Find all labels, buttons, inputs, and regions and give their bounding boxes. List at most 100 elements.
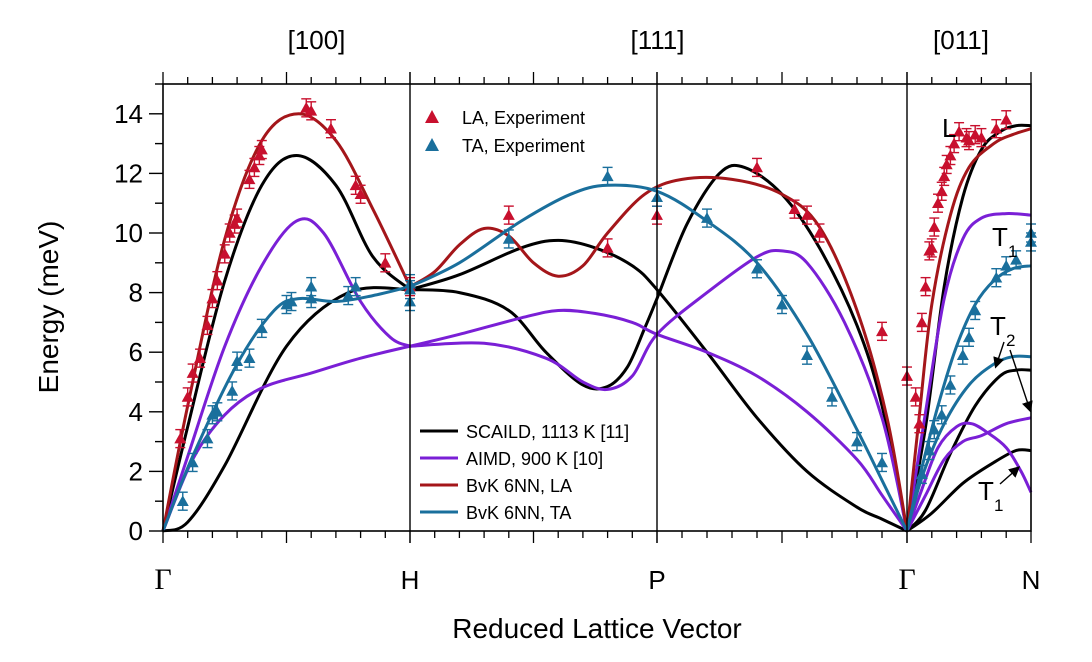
ta-point-13 <box>342 289 355 301</box>
series-1-branch-5 <box>905 416 1032 532</box>
series-0-branch-6 <box>906 448 1032 533</box>
la-point-20 <box>379 256 392 268</box>
ta-point-4 <box>211 405 224 417</box>
legend-exp-label-0: LA, Experiment <box>462 108 585 128</box>
ta-point-1 <box>186 456 199 468</box>
direction-label-2: [011] <box>933 25 989 55</box>
ta-point-35 <box>969 304 982 316</box>
la-point-42 <box>944 149 957 161</box>
la-point-37 <box>928 221 941 232</box>
la-point-7 <box>218 247 231 259</box>
branch-annotation-0: L <box>942 113 956 143</box>
la-point-14 <box>255 143 268 155</box>
la-point-22 <box>502 209 515 220</box>
la-point-27 <box>801 209 813 220</box>
legend-line-label-2: BvK 6NN, LA <box>466 476 572 496</box>
ta-point-9 <box>280 298 293 310</box>
la-point-34 <box>919 280 932 292</box>
legend-exp-marker-1 <box>425 138 439 151</box>
plot-experiment-points <box>174 98 1037 511</box>
series-1-branch-0 <box>161 217 411 532</box>
ta-point-18 <box>502 232 515 244</box>
la-point-5 <box>206 292 219 304</box>
series-3-branch-0 <box>161 285 411 532</box>
branch-annotation-sub-1: 1 <box>1008 242 1017 261</box>
legend-exp-label-1: TA, Experiment <box>462 136 585 156</box>
la-point-50 <box>1000 113 1013 125</box>
y-tick-label-14: 14 <box>114 99 143 129</box>
direction-label-1: [111] <box>631 25 685 55</box>
la-point-4 <box>201 319 214 331</box>
annotation-arrow-1 <box>1009 349 1033 413</box>
ta-point-29 <box>923 444 936 456</box>
ta-point-7 <box>243 352 256 363</box>
y-axis-title: Energy (meV) <box>33 221 64 394</box>
ta-point-36 <box>990 271 1003 283</box>
branch-annotation-3: T <box>978 476 994 506</box>
la-point-46 <box>963 134 975 146</box>
x-symmetry-label-3: Γ <box>898 563 915 596</box>
plot-lines <box>161 112 1033 533</box>
series-2-branch-0 <box>161 112 412 532</box>
ta-point-21 <box>701 212 713 223</box>
la-point-32 <box>909 390 922 402</box>
la-point-0 <box>174 432 187 444</box>
legend-line-label-1: AIMD, 900 K [10] <box>466 449 603 469</box>
la-point-49 <box>990 122 1003 134</box>
ta-point-3 <box>206 408 219 420</box>
ta-point-10 <box>285 295 298 307</box>
ta-point-38 <box>1010 253 1023 265</box>
ta-point-30 <box>928 423 941 435</box>
ta-point-24 <box>801 349 813 360</box>
series-2-branch-1 <box>409 176 909 532</box>
x-symmetry-label-1: H <box>401 565 420 595</box>
la-point-19 <box>354 188 367 200</box>
series-0-branch-2 <box>409 163 909 532</box>
la-point-43 <box>948 137 961 149</box>
la-point-25 <box>751 161 763 173</box>
la-point-1 <box>181 390 194 402</box>
ta-point-26 <box>851 435 863 447</box>
plot-border <box>162 83 1032 532</box>
la-point-11 <box>243 173 256 185</box>
ta-point-31 <box>935 408 948 420</box>
ta-point-6 <box>231 355 244 366</box>
la-point-2 <box>186 367 199 378</box>
x-symmetry-label-0: Γ <box>154 563 171 596</box>
series-3-branch-1 <box>409 183 909 532</box>
la-point-3 <box>194 352 207 363</box>
ta-point-25 <box>826 390 838 402</box>
x-symmetry-label-2: P <box>648 565 665 595</box>
la-point-16 <box>305 104 318 116</box>
y-tick-label-4: 4 <box>129 397 143 427</box>
legend-line-label-3: BvK 6NN, TA <box>466 503 571 523</box>
y-tick-label-10: 10 <box>114 218 143 248</box>
plot-legend: LA, Experiment TA, Experiment SCAILD, 1113… <box>420 108 629 523</box>
direction-label-0: [100] <box>288 25 346 55</box>
la-point-33 <box>915 316 928 328</box>
x-axis-title: Reduced Lattice Vector <box>452 613 742 644</box>
annotation-arrow-0 <box>993 341 1005 369</box>
series-3-branch-3 <box>905 354 1032 532</box>
y-tick-label-2: 2 <box>129 456 143 486</box>
la-point-12 <box>248 161 261 173</box>
ta-point-2 <box>201 432 214 444</box>
annotation-arrow-2 <box>999 466 1021 485</box>
ta-point-19 <box>601 170 614 182</box>
ta-point-0 <box>176 495 189 506</box>
legend-exp-marker-0 <box>425 110 439 123</box>
y-tick-label-8: 8 <box>129 278 143 308</box>
la-point-31 <box>913 417 926 429</box>
la-point-6 <box>211 274 224 286</box>
la-point-23 <box>601 241 614 253</box>
series-1-branch-6 <box>905 421 1033 532</box>
series-0-branch-4 <box>905 123 1032 532</box>
legend-line-label-0: SCAILD, 1113 K [11] <box>466 422 629 442</box>
ta-point-28 <box>915 468 928 480</box>
series-3-branch-2 <box>905 264 1032 532</box>
ta-point-32 <box>944 378 957 390</box>
la-point-48 <box>975 131 988 143</box>
